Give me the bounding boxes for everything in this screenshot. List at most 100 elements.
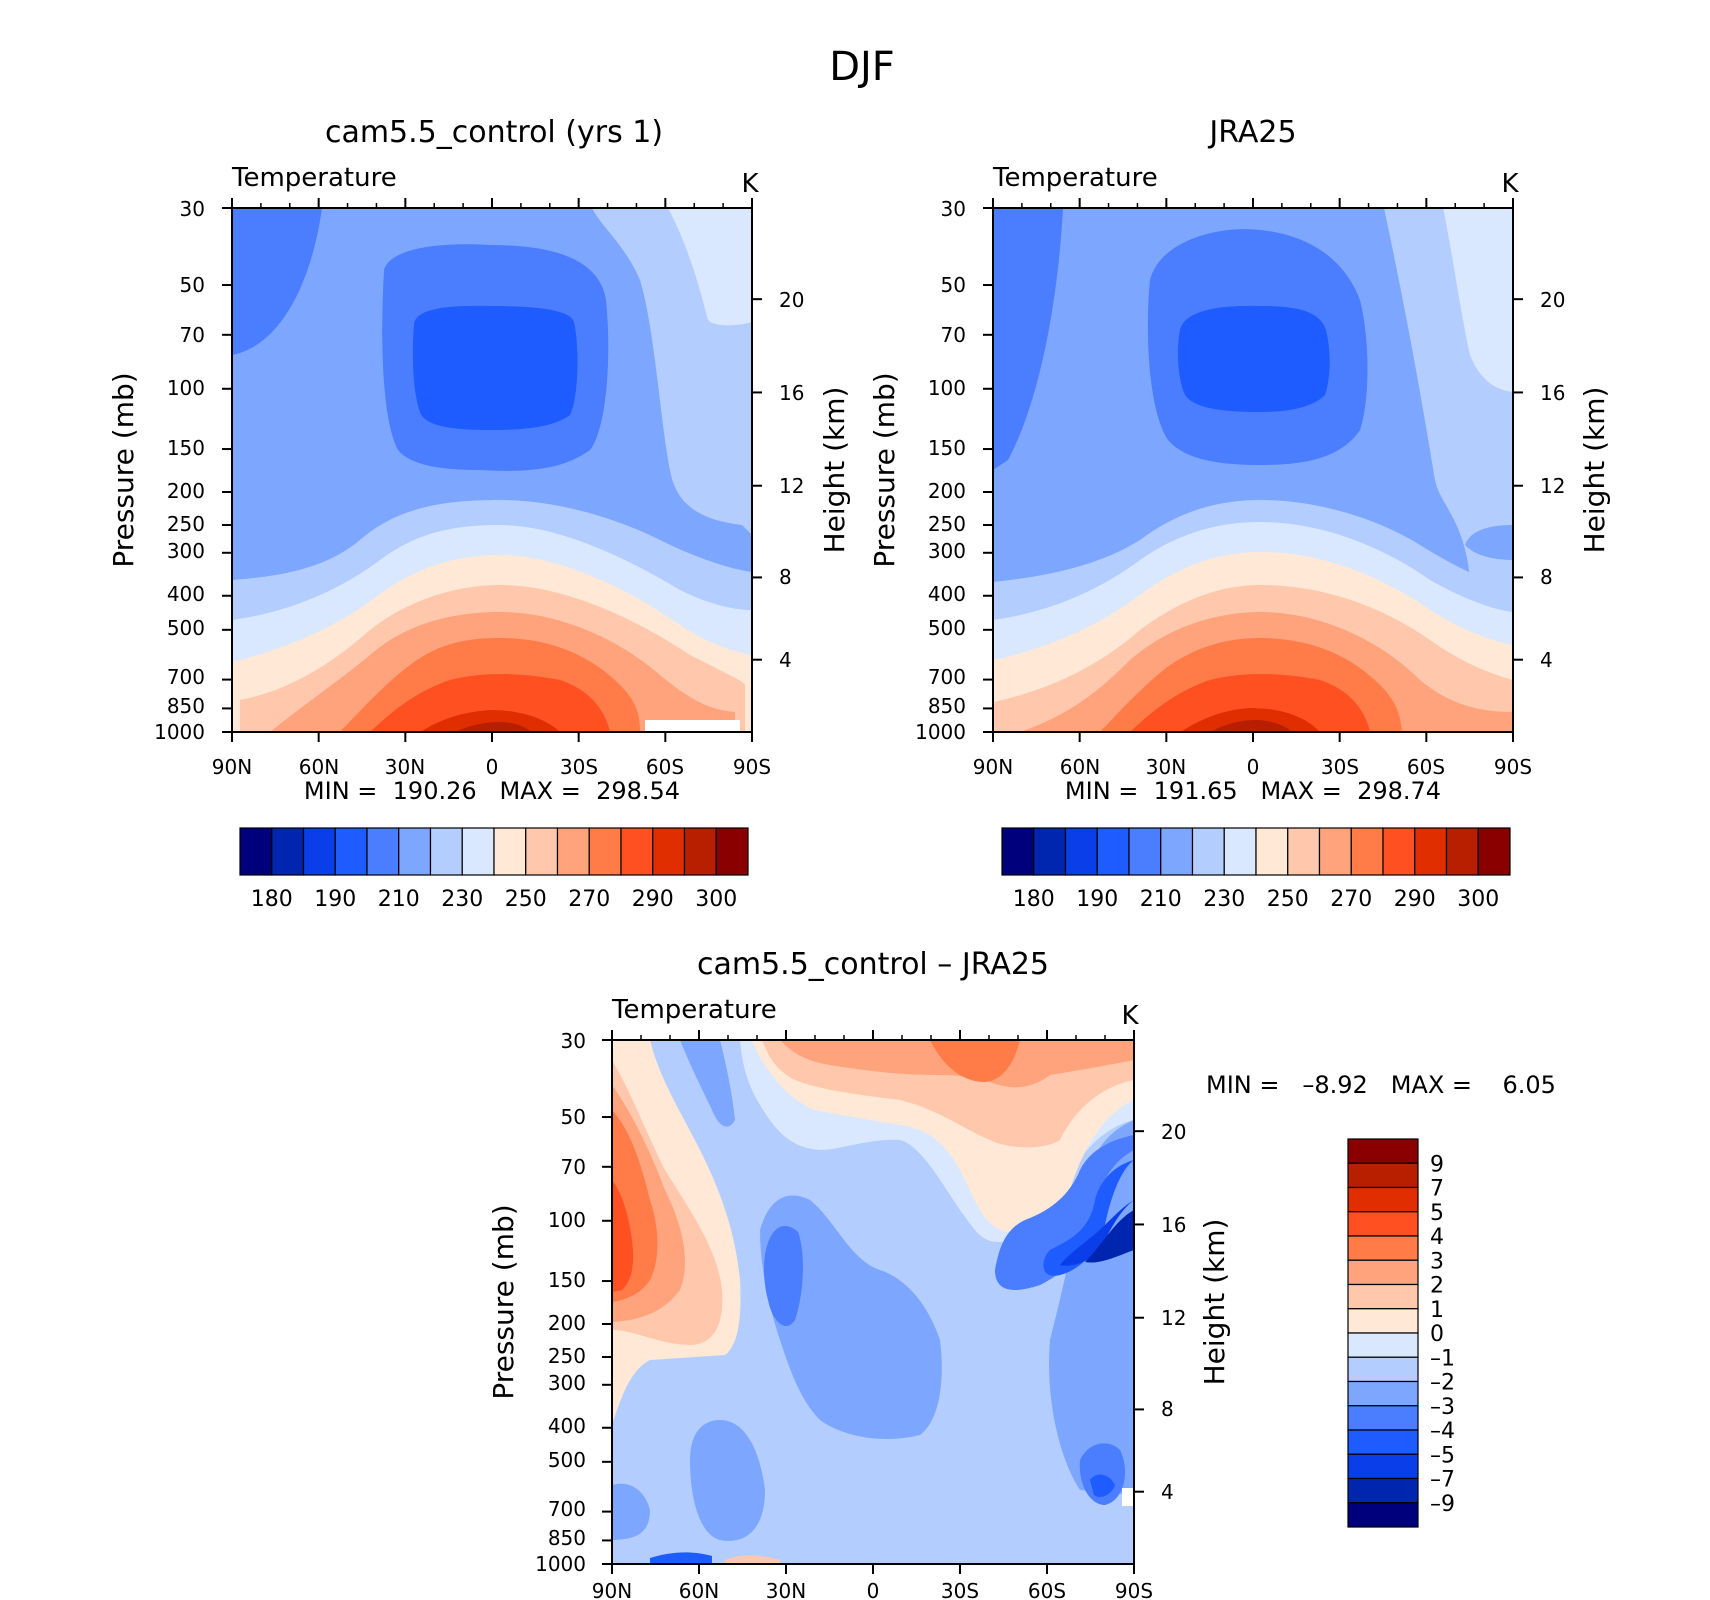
colorbar-tick-label: 0 [1430, 1322, 1444, 1347]
colorbar-swatch [1347, 1308, 1419, 1334]
contour-sh-cool-5 [1085, 1210, 1134, 1263]
x-tick-label: 90N [973, 755, 1013, 779]
y-tick-label: 850 [167, 694, 205, 718]
y2-tick-label: 20 [1540, 288, 1565, 312]
colorbar-tick-label: –4 [1430, 1419, 1455, 1444]
colorbar-swatch [1347, 1405, 1419, 1431]
min-max-stats: MIN = 190.26 MAX = 298.54 [304, 777, 680, 805]
y-tick-label: 300 [928, 539, 966, 563]
colorbar-tick-label: 250 [505, 887, 547, 912]
units-label: K [1121, 1001, 1139, 1031]
contour-surface-cool [650, 1552, 712, 1564]
colorbar-swatch [493, 827, 527, 876]
colorbar-swatch [620, 827, 654, 876]
x-tick-labels: 90N 60N 30N 0 30S 60S 90S [973, 755, 1532, 779]
colorbar-tick-label: 4 [1430, 1225, 1444, 1250]
colorbar-tick-label: 1 [1430, 1298, 1444, 1323]
x-tick-label: 60S [1407, 755, 1445, 779]
colorbar-swatch [1318, 827, 1352, 876]
contour-upper-nh [993, 208, 1063, 470]
variable-label: Temperature [611, 995, 777, 1025]
y-tick-label: 300 [167, 539, 205, 563]
y2-tick-label: 8 [779, 565, 792, 589]
y-tick-label: 70 [180, 323, 205, 347]
colorbar-tick-label: 190 [1076, 887, 1118, 912]
colorbar-tick-label: 7 [1430, 1177, 1444, 1202]
colorbar-swatch [366, 827, 400, 876]
colorbar-tick-label: 250 [1267, 887, 1309, 912]
colorbar-swatch [1477, 827, 1511, 876]
y-tick-label: 400 [167, 582, 205, 606]
colorbar-swatch [715, 827, 749, 876]
y2-axis-label: Height (km) [818, 387, 851, 554]
y-tick-label: 500 [928, 616, 966, 640]
colorbar-swatch [239, 827, 273, 876]
y-tick-label: 1000 [915, 720, 966, 744]
colorbar-tick-label: 5 [1430, 1201, 1444, 1226]
y2-tick-label: 12 [1161, 1306, 1186, 1330]
y-axis-label: Pressure (mb) [107, 372, 140, 567]
colorbar-swatch [525, 827, 559, 876]
colorbar-tick-label: 290 [632, 887, 674, 912]
units-label: K [1501, 169, 1519, 199]
y-tick-label: 200 [928, 479, 966, 503]
colorbar-swatch [1382, 827, 1416, 876]
colorbar-swatch [1347, 1186, 1419, 1213]
colorbar-swatch [1064, 827, 1098, 876]
y-tick-label: 70 [941, 323, 966, 347]
panel-difference: cam5.5_control – JRA25 Temperature K [487, 947, 1556, 1600]
colorbar-swatch [1255, 827, 1289, 876]
x-tick-label: 30S [560, 755, 598, 779]
colorbar-tick-label: –3 [1430, 1395, 1455, 1420]
y-tick-label: 150 [548, 1268, 586, 1292]
y-tick-label: 250 [928, 512, 966, 536]
contour-sh-cool-2 [995, 1135, 1134, 1290]
y2-tick-label: 12 [779, 474, 804, 498]
figure-title: DJF [829, 44, 895, 90]
y-tick-label: 850 [928, 694, 966, 718]
x-tick-label: 60S [1028, 1579, 1066, 1600]
colorbar-tick-label: 210 [1140, 887, 1182, 912]
x-tick-label: 0 [486, 755, 499, 779]
colorbar-tick-label: 9 [1430, 1152, 1444, 1177]
colorbar-swatch [461, 827, 495, 876]
colorbar-tick-label: 3 [1430, 1249, 1444, 1274]
missing-data-patch [1122, 1488, 1134, 1506]
contour-trop-core [1177, 305, 1330, 412]
contour-lower-cool [690, 1420, 765, 1541]
x-tick-label: 60N [1060, 755, 1100, 779]
contour-lower-295 [1180, 708, 1320, 732]
panel-title: JRA25 [1207, 115, 1296, 150]
y2-tick-label: 16 [779, 381, 804, 405]
colorbar-tick-label: 190 [314, 887, 356, 912]
y-tick-label: 1000 [535, 1552, 586, 1576]
contour-upper-sh-light [668, 208, 752, 326]
x-tick-label: 0 [867, 1579, 880, 1600]
colorbar-swatch [1347, 1259, 1419, 1286]
x-tick-label: 60N [679, 1579, 719, 1600]
colorbar-tick-label: 210 [378, 887, 420, 912]
y-tick-label: 50 [180, 273, 205, 297]
y-tick-label: 100 [167, 376, 205, 400]
y2-tick-label: 4 [779, 648, 792, 672]
y-tick-label: 700 [167, 665, 205, 689]
colorbar-tick-label: 230 [441, 887, 483, 912]
colorbar-tick-label: 2 [1430, 1274, 1444, 1299]
generated-layer: 180 190 210 230 250 270 290 300 180 190 210 230 250 2… [222, 198, 1523, 1574]
x-tick-label: 30N [766, 1579, 806, 1600]
y-tick-label: 150 [167, 436, 205, 460]
contour-trop-core [412, 305, 578, 430]
x-tick-label: 90N [592, 1579, 632, 1600]
y-axis-label: Pressure (mb) [487, 1204, 520, 1399]
colorbar-swatch [1350, 827, 1384, 876]
colorbar-swatch [1347, 1477, 1419, 1504]
colorbar-tick-label: –2 [1430, 1371, 1455, 1396]
y-tick-label: 850 [548, 1526, 586, 1550]
x-tick-label: 30N [1146, 755, 1186, 779]
y2-tick-label: 8 [1161, 1397, 1174, 1421]
y-tick-label: 150 [928, 436, 966, 460]
y2-tick-label: 20 [1161, 1120, 1186, 1144]
x-tick-label: 60N [299, 755, 339, 779]
colorbar-tick-label: –1 [1430, 1346, 1455, 1371]
y2-tick-label: 16 [1161, 1213, 1186, 1237]
